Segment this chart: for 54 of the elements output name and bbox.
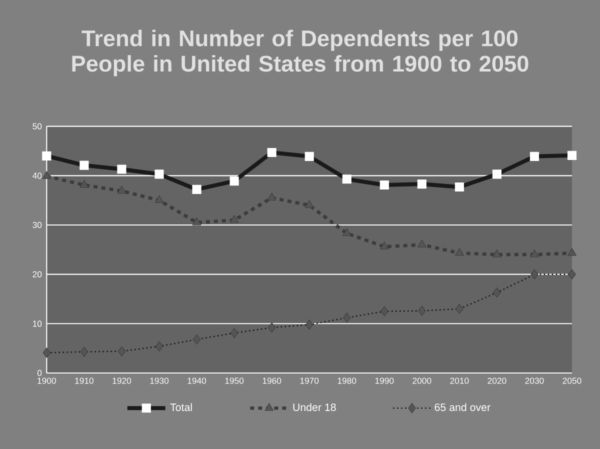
x-tick-label: 1920 bbox=[112, 378, 132, 384]
point bbox=[417, 240, 426, 248]
x-tick-label: 1960 bbox=[262, 378, 282, 384]
point bbox=[380, 242, 389, 250]
x-tick-label: 2010 bbox=[450, 378, 469, 384]
point bbox=[530, 250, 539, 258]
point bbox=[530, 269, 538, 280]
point bbox=[568, 248, 576, 256]
point bbox=[230, 214, 239, 223]
point bbox=[230, 328, 238, 338]
x-tick-label: 1930 bbox=[150, 378, 169, 384]
y-tick-label: 30 bbox=[32, 222, 42, 228]
point bbox=[42, 348, 51, 358]
x-tick-label: 2050 bbox=[562, 378, 582, 384]
legend-label: 65 and over bbox=[434, 403, 490, 412]
point bbox=[80, 346, 88, 357]
point bbox=[118, 346, 126, 356]
y-tick-label: 10 bbox=[32, 320, 42, 327]
point bbox=[568, 269, 576, 280]
point bbox=[418, 306, 426, 316]
x-tick-label: 1990 bbox=[375, 378, 394, 384]
point bbox=[493, 288, 501, 298]
point bbox=[342, 312, 351, 323]
x-tick-label: 2030 bbox=[525, 378, 544, 384]
x-tick-label: 1980 bbox=[338, 378, 356, 384]
x-tick-label: 2020 bbox=[488, 378, 506, 384]
x-tick-label: 1950 bbox=[225, 378, 244, 384]
legend-label: Under 18 bbox=[293, 403, 336, 412]
x-tick-label: 1940 bbox=[188, 378, 206, 384]
chart-title: Trend in Number of Dependents per 100 People in United States from 1900 to 2050 bbox=[72, 30, 528, 76]
point bbox=[117, 186, 126, 194]
point bbox=[492, 250, 502, 258]
point bbox=[192, 334, 201, 345]
y-tick-label: 40 bbox=[32, 172, 42, 179]
point bbox=[305, 320, 314, 330]
point bbox=[80, 180, 89, 188]
x-tick-label: 1900 bbox=[38, 378, 56, 384]
point bbox=[456, 304, 464, 314]
point bbox=[342, 228, 352, 236]
x-tick-label: 1970 bbox=[300, 378, 319, 384]
y-tick-label: 50 bbox=[32, 123, 42, 130]
y-tick-label: 20 bbox=[32, 271, 42, 278]
x-tick-label: 2000 bbox=[412, 378, 432, 384]
point bbox=[155, 341, 164, 352]
x-tick-label: 1910 bbox=[75, 378, 94, 384]
point bbox=[304, 200, 314, 208]
y-tick-label: 0 bbox=[37, 370, 42, 376]
point bbox=[455, 248, 464, 256]
point bbox=[268, 322, 276, 333]
legend-label: Total bbox=[170, 403, 192, 412]
point bbox=[154, 195, 164, 203]
point bbox=[380, 306, 388, 316]
point bbox=[192, 217, 202, 226]
point bbox=[267, 192, 276, 201]
